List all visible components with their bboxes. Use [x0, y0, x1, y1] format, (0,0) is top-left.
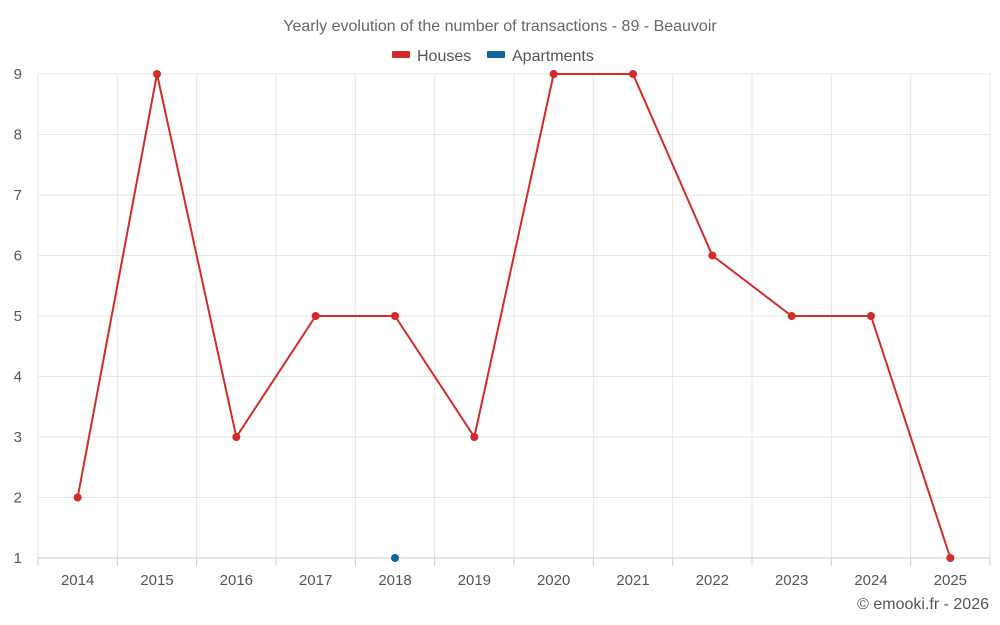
x-tick-label: 2014	[61, 572, 94, 589]
y-tick-label: 5	[14, 308, 22, 325]
legend-label-houses[interactable]: Houses	[417, 48, 471, 65]
x-tick-label: 2016	[220, 572, 253, 589]
data-point-houses-2014[interactable]	[73, 493, 82, 502]
series-line-houses	[76, 73, 952, 559]
x-tick-label: 2025	[934, 572, 967, 589]
y-tick-label: 6	[14, 248, 22, 265]
legend-label-apartments[interactable]: Apartments	[512, 48, 594, 65]
y-tick-label: 3	[14, 429, 22, 446]
y-axis: 1 2 3 4 5 6 7 8 9	[14, 66, 22, 567]
data-point-houses-2018[interactable]	[391, 312, 399, 320]
data-point-houses-2015[interactable]	[153, 70, 161, 78]
x-tick-label: 2024	[854, 572, 887, 589]
data-point-houses-2025[interactable]	[946, 554, 955, 562]
data-point-houses-2017[interactable]	[311, 312, 320, 320]
y-tick-label: 1	[14, 550, 22, 567]
y-tick-label: 8	[14, 127, 22, 144]
x-tick-label: 2022	[696, 572, 729, 589]
data-point-houses-2024[interactable]	[867, 312, 875, 320]
data-point-houses-2020[interactable]	[549, 70, 558, 78]
data-point-houses-2022[interactable]	[708, 251, 717, 260]
x-tick-label: 2017	[299, 572, 332, 589]
y-tick-label: 9	[14, 66, 22, 83]
x-tick-label: 2023	[775, 572, 808, 589]
data-point-houses-2016[interactable]	[232, 433, 241, 441]
x-tick-label: 2020	[537, 572, 570, 589]
chart-legend: Houses Apartments	[392, 48, 594, 65]
data-point-houses-2021[interactable]	[629, 70, 637, 78]
y-tick-label: 4	[14, 369, 22, 386]
x-tick-label: 2019	[458, 572, 491, 589]
credit-text: © emooki.fr - 2026	[857, 596, 989, 613]
x-tick-label: 2021	[616, 572, 649, 589]
legend-swatch-apartments	[487, 51, 505, 58]
x-axis: 2014 2015 2016 2017 2018 2019 2020 2021 2022 2023…	[37, 558, 991, 589]
x-tick-label: 2018	[378, 572, 411, 589]
y-tick-label: 2	[14, 490, 22, 507]
series-layer	[73, 70, 955, 562]
y-tick-label: 7	[14, 187, 22, 204]
chart-title: Yearly evolution of the number of transa…	[283, 18, 717, 35]
data-point-houses-2023[interactable]	[787, 312, 796, 320]
data-point-houses-2019[interactable]	[470, 433, 479, 441]
legend-swatch-houses	[392, 51, 410, 58]
data-point-apartments-2018[interactable]	[391, 554, 399, 562]
x-tick-label: 2015	[140, 572, 173, 589]
